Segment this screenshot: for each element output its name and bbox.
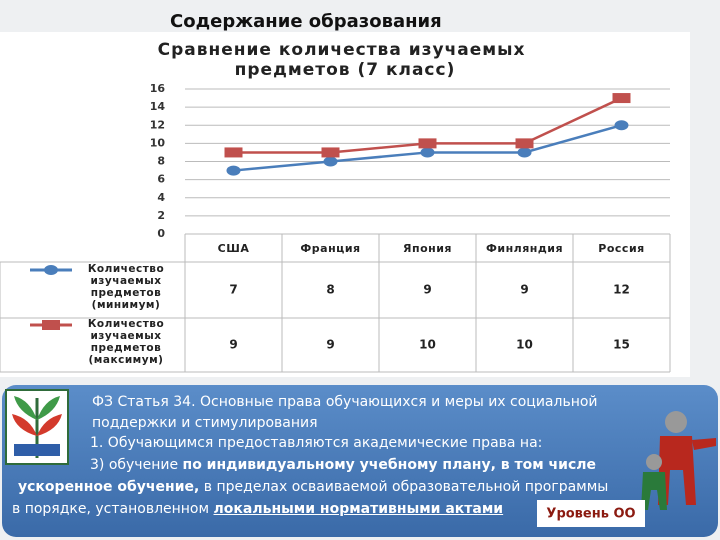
x-tick-label: Финляндия [486, 242, 563, 255]
table-value: 9 [520, 283, 528, 297]
panel-heading: ФЗ Статья 34. Основные права обучающихся… [92, 392, 627, 434]
text: 3) обучение [90, 457, 183, 473]
marker [418, 138, 437, 149]
text: в пределах осваиваемой образовательной п… [199, 479, 609, 495]
y-tick-label: 8 [157, 155, 165, 168]
x-tick-label: Япония [403, 242, 452, 255]
info-panel [2, 385, 718, 537]
marker [515, 138, 534, 149]
y-tick-label: 2 [157, 209, 165, 222]
bold-text: по индивидуальному учебному плану, в том… [182, 457, 597, 473]
table-value: 7 [229, 283, 237, 297]
y-tick-label: 0 [157, 227, 165, 240]
legend-marker [42, 320, 60, 330]
bold-text: ускоренное обучение, [18, 479, 200, 495]
badge-box [537, 500, 645, 527]
marker [226, 165, 241, 176]
marker [517, 147, 532, 158]
table-value: 12 [613, 283, 630, 297]
marker [323, 156, 338, 167]
marker [420, 147, 435, 158]
y-tick-label: 12 [150, 118, 165, 131]
heading: ФЗ Статья 34. Основные права обучающихся… [92, 394, 598, 431]
bold-text: локальными нормативными актами [213, 501, 504, 517]
y-tick-label: 10 [150, 136, 166, 149]
logo [5, 389, 69, 465]
legend-marker [44, 265, 58, 275]
table-value: 9 [229, 338, 237, 352]
table-value: 9 [326, 338, 334, 352]
y-tick-label: 6 [157, 173, 165, 186]
marker [224, 147, 243, 158]
y-tick-label: 16 [150, 82, 166, 95]
marker [321, 147, 340, 158]
legend-entry: Количество изучаемых предметов (максимум… [87, 318, 165, 366]
table-value: 10 [419, 338, 436, 352]
people-icon [641, 411, 716, 510]
table-value: 10 [516, 338, 533, 352]
item1: 1. Обучающимся предоставляются академиче… [90, 435, 543, 451]
line7: в порядке, установленном локальными норм… [12, 501, 503, 517]
marker [612, 93, 631, 104]
item3: 3) обучение по индивидуальному учебному … [90, 457, 596, 473]
header-title: Содержание образования [170, 11, 442, 32]
x-tick-label: Россия [598, 242, 644, 255]
x-tick-label: США [218, 242, 250, 255]
text: в порядке, установленном [12, 501, 214, 517]
badge: Уровень ОО [546, 507, 635, 522]
y-tick-label: 14 [150, 100, 166, 113]
legend-entry: Количество изучаемых предметов (минимум) [87, 263, 165, 311]
marker [614, 120, 629, 131]
line6: ускоренное обучение, в пределах осваивае… [18, 479, 608, 495]
x-tick-label: Франция [300, 242, 360, 255]
chart-title: Сравнение количества изучаемых предметов… [158, 40, 533, 80]
table-value: 15 [613, 338, 630, 352]
y-tick-label: 4 [157, 191, 165, 204]
table-value: 9 [423, 283, 431, 297]
table-value: 8 [326, 283, 334, 297]
